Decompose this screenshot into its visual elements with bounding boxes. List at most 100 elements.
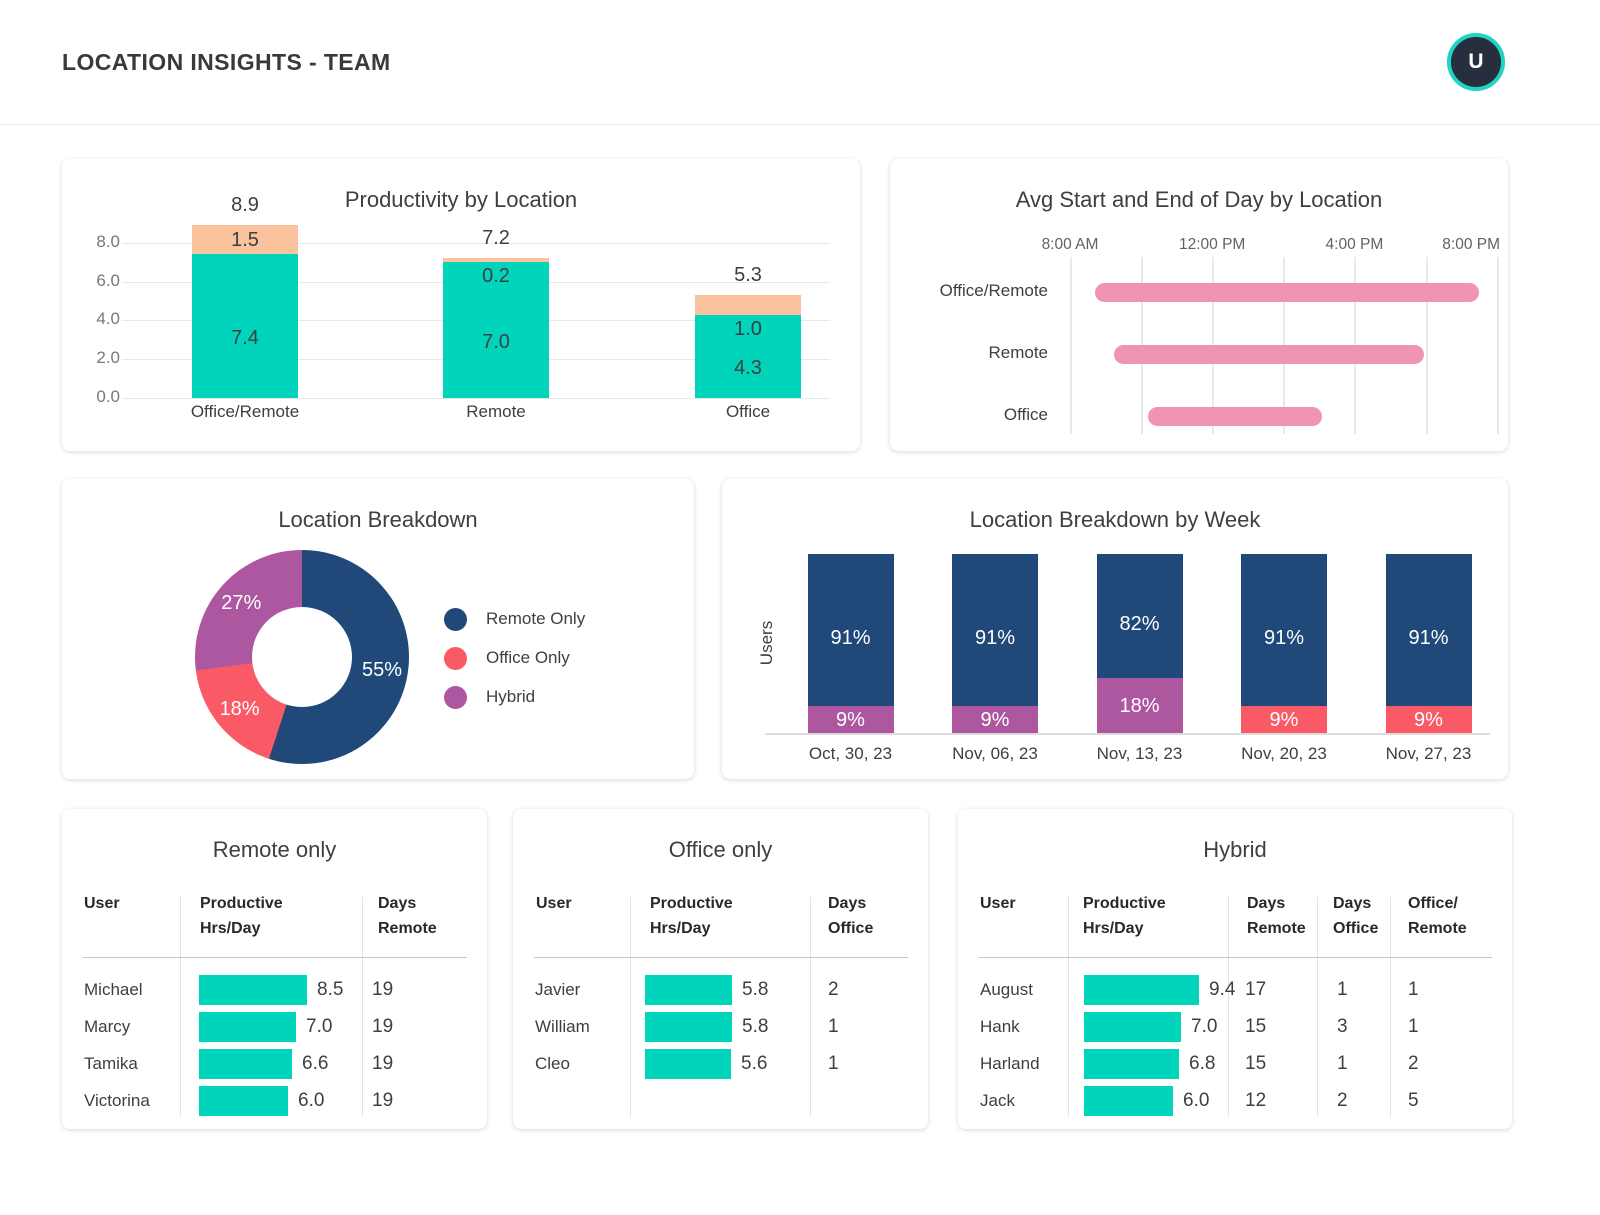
x-axis-time-label: 8:00 AM [1041,236,1099,253]
segment-percent-label: 18% [1119,694,1160,717]
days-value-cell: 19 [372,1016,394,1037]
table-row: Cleo 5.6 1 [513,1046,928,1083]
hours-bar [1084,1012,1181,1042]
column-header: Days [1333,895,1372,912]
bar-segment-other [443,258,549,263]
dashboard: Productivity by Location 0.0 2.0 4.0 6.0 8.0… [0,159,1600,1129]
gridline [122,398,830,399]
hours-value: 5.8 [742,979,769,1000]
hours-bar [199,1012,296,1042]
column-header: Hrs/Day [650,920,711,937]
column-header: Hrs/Day [1083,920,1144,937]
segment-percent-label: 9% [980,708,1010,731]
user-avatar[interactable]: U [1447,33,1505,91]
days-value-cell: 19 [372,1090,394,1111]
header-divider [534,957,908,958]
table-title: Remote only [212,837,337,862]
days-value-cell: 17 [1245,979,1267,1000]
days-value-cell: 1 [1408,979,1419,1000]
column-header: Remote [1247,920,1306,937]
bar-total-label: 5.3 [734,264,762,287]
table-row: Tamika 6.6 19 [62,1046,487,1083]
stack-segment-bottom [807,706,894,733]
hybrid-card: Hybrid User Productive Hrs/Day Days Remote Da… [958,809,1512,1129]
chart-title: Productivity by Location [344,187,578,212]
table-row: Hank 7.0 15 3 1 [958,1009,1512,1046]
x-axis-category-label: Oct, 30, 23 [808,744,893,763]
table-row: Javier 5.8 2 [513,972,928,1009]
x-axis-time-label: 4:00 PM [1325,236,1384,253]
x-axis-category-label: Nov, 27, 23 [1385,744,1472,763]
hours-value: 6.6 [302,1053,329,1074]
legend-swatch [444,647,467,670]
location-breakdown-card: Location Breakdown 55% 18% 27% Remote Only O… [62,479,694,779]
column-divider [180,897,181,1117]
hours-bar [1084,975,1199,1005]
column-header: Office/ [1408,895,1458,912]
column-header: Remote [1408,920,1467,937]
x-axis-category-label: Office [725,402,771,421]
column-divider [1317,897,1318,1117]
user-name-cell: August [980,980,1033,999]
remote-only-table: User Productive Hrs/Day Days Remote Michael 8.… [62,809,487,1129]
column-divider [810,897,811,1117]
breakdown-by-week-chart: Users 91% 9% Oct, 30, 23 91% 9% Nov, 06, 23 82%… [722,479,1508,779]
column-divider [630,897,631,1117]
gridline [122,242,830,244]
y-axis-tick-label: 4.0 [96,309,120,329]
column-header: Remote [378,920,437,937]
table-title: Hybrid [1203,837,1267,862]
time-range-bar [1114,344,1424,364]
remote-only-card: Remote only User Productive Hrs/Day Days Rem… [62,809,487,1129]
days-value-cell: 2 [1408,1053,1419,1074]
column-header: Days [828,895,867,912]
segment-percent-label: 91% [1263,627,1305,649]
days-value-cell: 1 [1408,1016,1419,1037]
stack-segment-remote [1241,554,1327,706]
hours-bar [199,1049,292,1079]
column-header: Days [1247,895,1286,912]
column-header: User [84,895,120,912]
hours-value: 7.0 [1191,1016,1218,1037]
column-divider [362,897,363,1117]
column-header: Productive [650,895,733,912]
avatar-letter: U [1468,50,1484,73]
stack-segment-bottom [1241,706,1327,733]
legend-label: Office Only [486,648,570,667]
user-name-cell: Harland [980,1054,1040,1073]
chart-title: Location Breakdown [278,507,478,532]
gridline [1496,257,1499,434]
stack-segment-bottom [1385,706,1472,733]
segment-percent-label: 91% [1408,627,1449,649]
header-divider [83,957,467,958]
hours-value: 6.8 [1189,1053,1216,1074]
column-header: Office [1333,920,1379,937]
days-value-cell: 15 [1245,1053,1267,1074]
user-name-cell: Victorina [84,1091,150,1110]
segment-value-label: 7.0 [482,331,510,354]
bar-segment-other [192,225,298,255]
column-header: Productive [1083,895,1166,912]
hours-value: 6.0 [298,1090,325,1111]
table-row: Jack 6.0 12 2 5 [958,1083,1512,1120]
days-value-cell: 19 [372,979,394,1000]
hours-bar [1084,1049,1179,1079]
row-label: Office [1003,405,1048,424]
table-row: Victorina 6.0 19 [62,1083,487,1120]
legend-item: Hybrid [442,683,662,711]
day-span-chart: 8:00 AM 12:00 PM 4:00 PM 8:00 PM Office/Remo… [890,159,1508,451]
x-axis-category-label: Office/Remote [190,402,300,421]
header-divider [979,957,1492,958]
days-value-cell: 3 [1337,1016,1348,1037]
user-name-cell: Tamika [84,1054,138,1073]
hours-bar [199,1086,288,1116]
user-name-cell: Cleo [535,1054,570,1073]
y-axis-tick-label: 6.0 [96,270,120,290]
hours-value: 8.5 [317,979,344,1000]
x-axis-time-label: 12:00 PM [1179,236,1246,253]
donut-hole [252,607,352,707]
column-header: Productive [200,895,283,912]
column-header: User [536,895,572,912]
gridline [1070,257,1072,434]
stack-segment-remote [1385,554,1472,706]
